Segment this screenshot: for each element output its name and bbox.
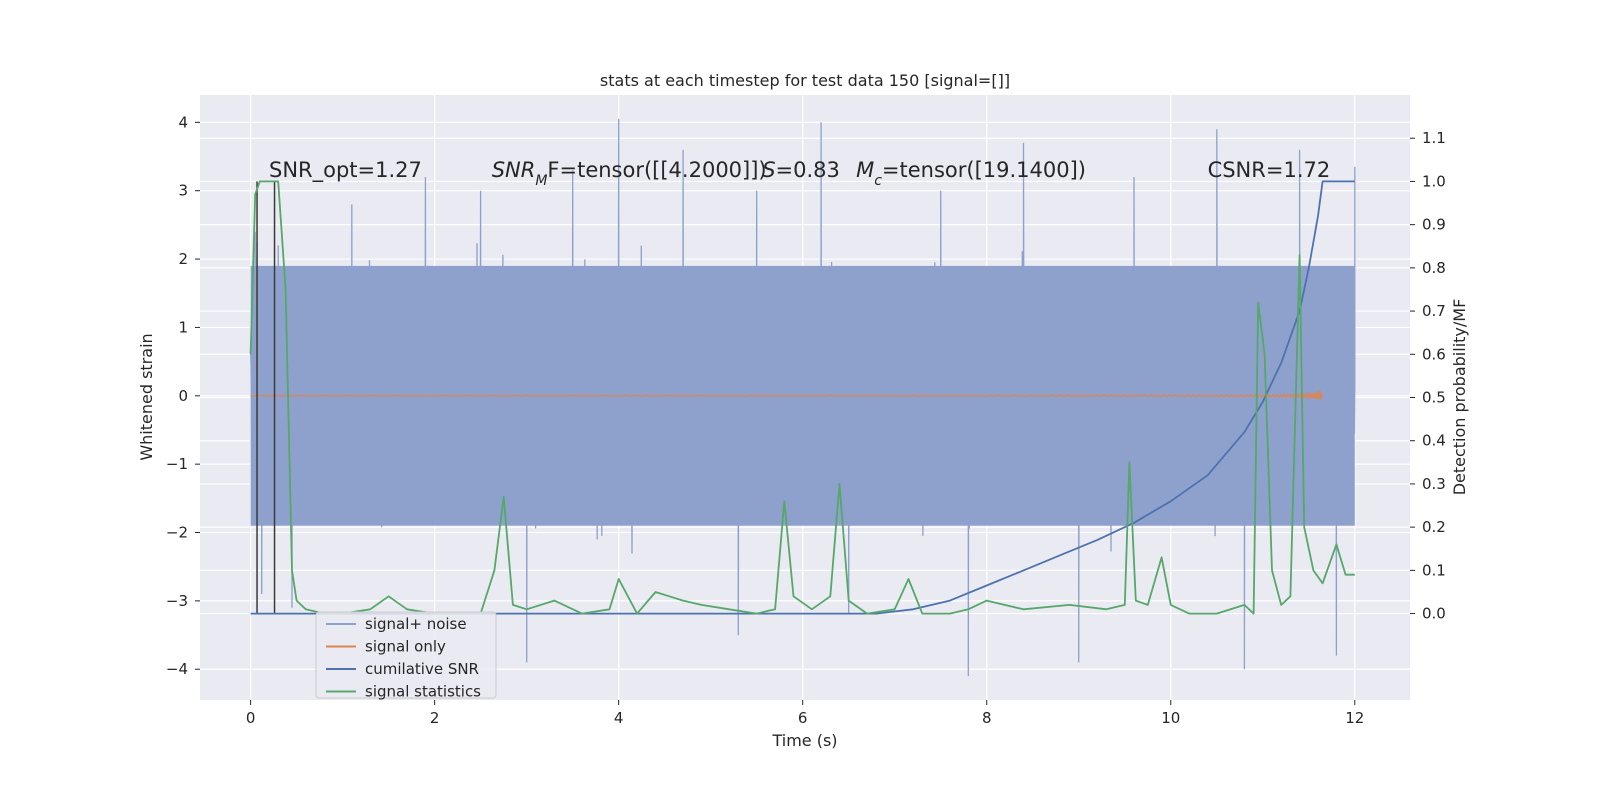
annotation-s_val: S=0.83 xyxy=(762,158,840,182)
noise-trace xyxy=(249,118,1356,677)
chart-title: stats at each timestep for test data 150… xyxy=(600,71,1010,90)
y-right-axis-ticks: 0.0 0.1 0.2 0.3 0.4 0.5 0.6 0.7 0.8 0.9 1.0 1.1 xyxy=(1410,129,1446,623)
y-left-tick-8: 4 xyxy=(178,113,200,131)
y-left-tick-label-2: −2 xyxy=(166,524,188,542)
y-right-tick-label-7: 0.7 xyxy=(1422,302,1446,320)
x-axis-ticks: 0 2 4 6 8 10 12 xyxy=(246,700,1364,727)
series-signal-only xyxy=(250,390,1324,402)
y-right-tick-label-1: 0.1 xyxy=(1422,561,1446,579)
x-tick-6: 12 xyxy=(1345,700,1364,727)
x-tick-3: 6 xyxy=(798,700,808,727)
y-left-tick-6: 2 xyxy=(178,250,200,268)
y-right-tick-label-11: 1.1 xyxy=(1422,129,1446,147)
legend-box xyxy=(315,611,497,699)
x-tick-label-3: 6 xyxy=(798,709,808,727)
x-tick-label-2: 4 xyxy=(614,709,624,727)
y-right-tick-label-10: 1.0 xyxy=(1422,172,1446,190)
y-left-tick-5: 1 xyxy=(178,318,200,336)
y-right-tick-10: 1.0 xyxy=(1410,172,1446,190)
y-right-tick-label-3: 0.3 xyxy=(1422,475,1446,493)
y-left-tick-label-3: −1 xyxy=(166,455,188,473)
legend-label-0: signal+ noise xyxy=(365,615,467,633)
signal-statistics-line xyxy=(249,180,1355,615)
x-tick-label-4: 8 xyxy=(982,709,992,727)
y-right-tick-label-4: 0.4 xyxy=(1422,432,1446,450)
y-left-tick-7: 3 xyxy=(178,182,200,200)
legend-item-3: signal statistics xyxy=(326,683,481,701)
x-tick-label-5: 10 xyxy=(1161,709,1180,727)
y-right-tick-label-2: 0.2 xyxy=(1422,518,1446,536)
y-right-tick-label-5: 0.5 xyxy=(1422,389,1446,407)
y-left-tick-3: −1 xyxy=(166,455,200,473)
y-right-tick-9: 0.9 xyxy=(1410,216,1446,234)
annotation-csnr: CSNR=1.72 xyxy=(1208,158,1331,182)
y-left-tick-1: −3 xyxy=(166,592,200,610)
y-left-tick-label-5: 1 xyxy=(178,318,188,336)
y-right-axis-label: Detection probability/MF xyxy=(1450,299,1469,496)
y-right-tick-label-0: 0.0 xyxy=(1422,605,1446,623)
x-tick-label-0: 0 xyxy=(246,709,256,727)
y-right-tick-11: 1.1 xyxy=(1410,129,1446,147)
y-left-tick-4: 0 xyxy=(178,387,200,405)
legend-label-2: cumilative SNR xyxy=(365,660,479,678)
annotations: SNR_opt=1.27 SNRMF=tensor([[4.2000]])S=0.… xyxy=(269,158,1330,189)
y-left-axis-label: Whitened strain xyxy=(137,333,156,460)
series-signal-statistics xyxy=(249,180,1355,615)
y-right-tick-4: 0.4 xyxy=(1410,432,1446,450)
y-right-tick-8: 0.8 xyxy=(1410,259,1446,277)
cumulative-snr-line xyxy=(250,180,1355,615)
legend-item-1: signal only xyxy=(326,638,446,656)
legend-label-1: signal only xyxy=(365,638,446,656)
y-right-tick-7: 0.7 xyxy=(1410,302,1446,320)
legend-label-3: signal statistics xyxy=(365,683,481,701)
y-left-tick-0: −4 xyxy=(166,660,200,678)
vertical-markers xyxy=(256,181,276,614)
y-right-tick-label-6: 0.6 xyxy=(1422,345,1446,363)
y-right-tick-3: 0.3 xyxy=(1410,475,1446,493)
series-cumulative-snr xyxy=(250,180,1355,615)
y-right-tick-label-9: 0.9 xyxy=(1422,216,1446,234)
x-tick-label-1: 2 xyxy=(430,709,440,727)
legend-item-2: cumilative SNR xyxy=(326,660,479,678)
y-right-tick-6: 0.6 xyxy=(1410,345,1446,363)
legend-item-0: signal+ noise xyxy=(326,615,467,633)
y-left-tick-label-4: 0 xyxy=(178,387,188,405)
y-left-tick-label-0: −4 xyxy=(166,660,188,678)
y-left-tick-label-8: 4 xyxy=(178,113,188,131)
y-left-tick-2: −2 xyxy=(166,524,200,542)
x-tick-2: 4 xyxy=(614,700,624,727)
x-axis-label: Time (s) xyxy=(771,731,837,750)
signal-only-trace xyxy=(250,390,1324,402)
x-tick-0: 0 xyxy=(246,700,256,727)
y-right-tick-2: 0.2 xyxy=(1410,518,1446,536)
x-tick-1: 2 xyxy=(430,700,440,727)
y-left-tick-label-7: 3 xyxy=(178,182,188,200)
y-right-tick-0: 0.0 xyxy=(1410,605,1446,623)
y-right-tick-5: 0.5 xyxy=(1410,389,1446,407)
y-left-axis-ticks: −4 −3 −2 −1 0 1 2 3 4 xyxy=(166,113,200,678)
x-tick-4: 8 xyxy=(982,700,992,727)
x-tick-label-6: 12 xyxy=(1345,709,1364,727)
annotation-snr_opt: SNR_opt=1.27 xyxy=(269,158,422,183)
y-left-tick-label-1: −3 xyxy=(166,592,188,610)
y-right-tick-1: 0.1 xyxy=(1410,561,1446,579)
y-right-tick-label-8: 0.8 xyxy=(1422,259,1446,277)
x-tick-5: 10 xyxy=(1161,700,1180,727)
y-left-tick-label-6: 2 xyxy=(178,250,188,268)
legend: signal+ noise signal only cumilative SNR si… xyxy=(315,611,497,701)
annotation-snr_mf: SNRMF=tensor([[4.2000]]) xyxy=(492,158,767,189)
annotation-mc_val: Mc=tensor([19.1400]) xyxy=(856,158,1086,189)
